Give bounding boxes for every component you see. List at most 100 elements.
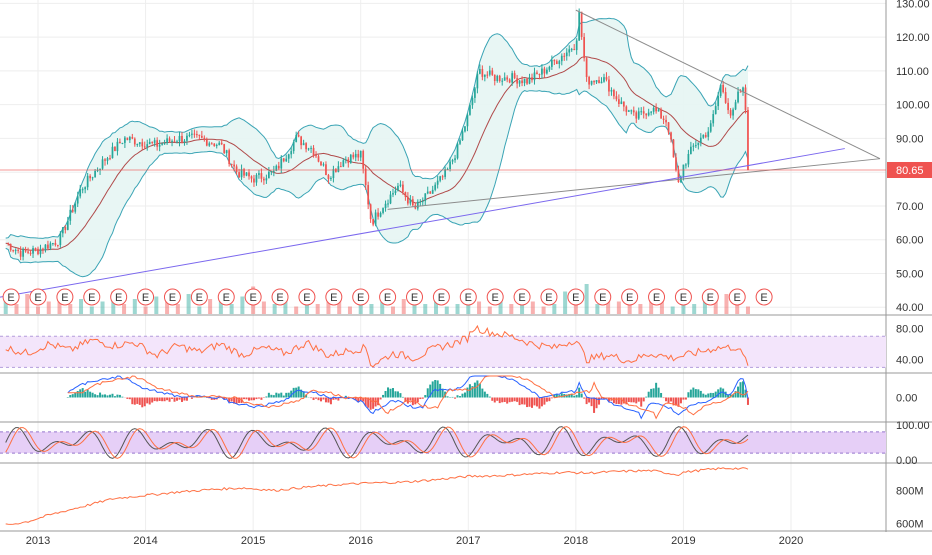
candle-body — [305, 143, 307, 149]
candle-body — [454, 158, 456, 160]
macd-histogram-bar — [633, 398, 635, 403]
macd-histogram-bar — [278, 394, 280, 398]
candle-body — [233, 165, 235, 167]
candle-body — [238, 172, 240, 177]
candle-body — [62, 227, 64, 233]
macd-histogram-bar — [250, 398, 252, 401]
macd-histogram-bar — [573, 396, 575, 398]
candle-body — [650, 112, 652, 113]
macd-histogram-bar — [315, 398, 317, 399]
rsi-band — [0, 336, 886, 367]
x-tick-label: 2015 — [241, 535, 265, 547]
candle-body — [640, 111, 642, 112]
macd-histogram-bar — [655, 383, 657, 398]
candle-body — [660, 110, 662, 119]
candle-body — [732, 109, 734, 115]
candle-body — [568, 49, 570, 52]
macd-histogram-bar — [454, 398, 456, 399]
volume-bar — [25, 294, 29, 314]
earnings-marker-label: E — [196, 292, 203, 304]
candle-body — [278, 166, 280, 169]
candle-body — [57, 245, 59, 246]
macd-histogram-bar — [511, 398, 513, 402]
macd-histogram-bar — [658, 388, 660, 398]
macd-histogram-bar — [546, 398, 548, 402]
candle-body — [578, 12, 580, 41]
candle-body — [169, 138, 171, 141]
candle-body — [109, 158, 111, 159]
candle-body — [12, 250, 14, 251]
candle-body — [258, 173, 260, 175]
candle-body — [504, 77, 506, 80]
candle-body — [380, 213, 382, 217]
macd-histogram-bar — [692, 388, 694, 398]
macd-histogram-bar — [186, 398, 188, 401]
macd-histogram-bar — [67, 398, 69, 399]
candle-body — [25, 249, 27, 251]
candle-body — [407, 197, 409, 204]
macd-histogram-bar — [375, 398, 377, 407]
macd-histogram-bar — [506, 398, 508, 404]
candle-body — [432, 190, 434, 194]
macd-histogram-bar — [166, 398, 168, 401]
candle-body — [218, 143, 220, 145]
candle-body — [338, 166, 340, 172]
candle-body — [194, 134, 196, 135]
macd-histogram-bar — [516, 398, 518, 402]
volume-bar — [47, 302, 51, 315]
macd-histogram-bar — [94, 394, 96, 397]
macd-histogram-bar — [87, 390, 89, 398]
volume-bar — [90, 307, 94, 315]
macd-histogram-bar — [409, 398, 411, 401]
earnings-marker-label: E — [61, 292, 68, 304]
macd-histogram-bar — [419, 398, 421, 400]
candle-body — [511, 73, 513, 82]
candle-body — [47, 245, 49, 249]
candle-body — [424, 193, 426, 201]
earnings-marker-label: E — [572, 292, 579, 304]
macd-histogram-bar — [519, 398, 521, 406]
volume-bar — [240, 297, 244, 315]
earnings-marker-label: E — [518, 292, 525, 304]
candle-body — [625, 107, 627, 112]
macd-histogram-bar — [581, 394, 583, 398]
volume-bar — [423, 304, 427, 314]
candle-body — [27, 252, 29, 253]
candle-body — [486, 75, 488, 76]
candle-body — [417, 202, 419, 209]
macd-histogram-bar — [710, 393, 712, 398]
macd-histogram-bar — [171, 398, 173, 399]
candle-body — [32, 248, 34, 254]
x-tick-label: 2016 — [348, 535, 372, 547]
candle-body — [315, 155, 317, 156]
macd-histogram-bar — [491, 398, 493, 401]
candle-body — [462, 131, 464, 140]
candle-body — [37, 249, 39, 254]
candle-body — [494, 75, 496, 81]
candle-body — [573, 49, 575, 50]
candle-body — [603, 77, 605, 82]
candle-body — [72, 210, 74, 212]
candle-body — [526, 79, 528, 84]
macd-histogram-bar — [246, 398, 248, 400]
candle-body — [524, 79, 526, 83]
candle-body — [628, 110, 630, 111]
volume-bar — [101, 302, 105, 315]
price-tick-label: 40.00 — [896, 302, 924, 314]
volume-bar — [638, 304, 642, 314]
macd-histogram-bar — [164, 398, 166, 402]
macd-histogram-bar — [310, 398, 312, 399]
macd-histogram-bar — [598, 398, 600, 405]
macd-histogram-bar — [399, 393, 401, 397]
candle-body — [591, 81, 593, 85]
macd-histogram-bar — [432, 381, 434, 397]
macd-histogram-bar — [107, 395, 109, 397]
macd-histogram-bar — [424, 395, 426, 397]
stoch-tick-label: 100.00 — [896, 420, 930, 432]
candle-body — [298, 135, 300, 136]
candle-body — [174, 141, 176, 142]
candle-body — [544, 69, 546, 74]
candle-body — [251, 176, 253, 178]
macd-histogram-bar — [139, 398, 141, 405]
earnings-marker-label: E — [653, 292, 660, 304]
